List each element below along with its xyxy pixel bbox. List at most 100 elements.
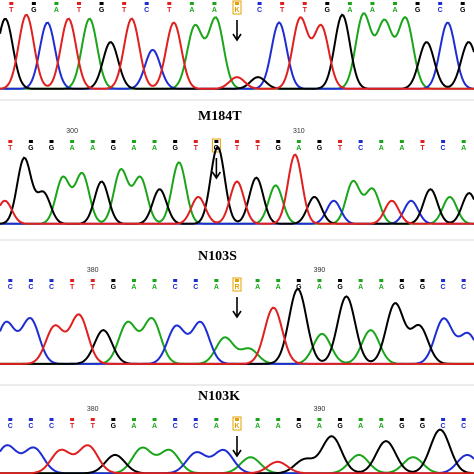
base-call-letter: A <box>317 423 322 430</box>
base-color-tick <box>173 279 178 282</box>
base-call-letter: C <box>8 423 13 430</box>
trace-A <box>0 161 474 225</box>
ambiguous-base-box <box>232 416 242 431</box>
base-call-letter: A <box>317 284 322 291</box>
base-color-tick <box>90 418 95 421</box>
base-call-letter: T <box>235 145 240 152</box>
base-color-tick <box>461 140 466 143</box>
base-color-tick <box>8 418 13 421</box>
base-color-tick <box>173 418 178 421</box>
base-call-letter: K <box>234 423 239 430</box>
base-color-tick <box>111 418 116 421</box>
sequence-position-label: 300 <box>66 128 78 135</box>
base-color-tick <box>49 418 54 421</box>
sequence-position-label: 380 <box>87 406 99 413</box>
base-color-tick <box>111 279 116 282</box>
base-call-letter: G <box>49 145 55 152</box>
base-call-letter: G <box>275 145 281 152</box>
base-color-tick <box>49 140 54 143</box>
base-color-tick <box>296 140 301 143</box>
base-color-tick <box>325 2 330 5</box>
base-call-letter: C <box>441 423 446 430</box>
base-color-tick <box>358 418 363 421</box>
base-color-tick <box>358 140 363 143</box>
base-call-letter: A <box>347 7 352 14</box>
base-color-tick <box>317 140 322 143</box>
base-call-letter: C <box>8 284 13 291</box>
base-call-letter: A <box>131 423 136 430</box>
base-color-tick <box>420 140 425 143</box>
sequence-position-label: 390 <box>314 267 326 274</box>
base-color-tick <box>441 418 446 421</box>
base-call-letter: G <box>415 7 421 14</box>
sequence-position-label: 310 <box>293 128 305 135</box>
base-color-tick <box>338 418 343 421</box>
ambiguous-base-box <box>232 0 242 15</box>
base-color-tick <box>370 2 375 5</box>
base-color-tick <box>193 279 198 282</box>
mutation-arrow-icon <box>232 20 242 42</box>
base-call-letter: A <box>152 145 157 152</box>
sequence-position-label: 380 <box>87 267 99 274</box>
base-color-tick <box>131 279 136 282</box>
base-call-letter: C <box>461 423 466 430</box>
base-call-letter: G <box>399 284 405 291</box>
base-call-letter: A <box>255 423 260 430</box>
base-call-letter: T <box>122 7 127 14</box>
base-call-letter: A <box>370 7 375 14</box>
base-color-tick <box>420 279 425 282</box>
base-color-tick <box>317 418 322 421</box>
base-call-letter: A <box>296 145 301 152</box>
base-color-tick <box>193 418 198 421</box>
base-call-letter: G <box>99 7 105 14</box>
sequence-position-label: 390 <box>314 406 326 413</box>
base-call-letter: C <box>441 145 446 152</box>
base-call-letter: T <box>91 423 96 430</box>
base-call-letter: C <box>461 284 466 291</box>
base-color-tick <box>379 140 384 143</box>
base-call-letter: A <box>131 284 136 291</box>
base-color-tick <box>214 279 219 282</box>
base-call-letter: A <box>212 7 217 14</box>
base-call-letter: G <box>111 145 117 152</box>
base-call-letter: G <box>31 7 37 14</box>
base-call-letter: T <box>167 7 172 14</box>
base-color-tick <box>235 279 239 282</box>
base-call-letter: A <box>358 284 363 291</box>
base-color-tick <box>257 2 262 5</box>
base-call-letter: C <box>257 7 262 14</box>
trace-T <box>0 153 474 225</box>
base-call-letter: G <box>337 423 343 430</box>
base-call-letter: R <box>234 284 239 291</box>
base-call-letter: T <box>280 7 285 14</box>
base-color-tick <box>111 140 116 143</box>
trace-T <box>0 13 474 90</box>
base-color-tick <box>235 2 239 5</box>
panel-title: N103K <box>198 389 240 404</box>
base-color-tick <box>193 140 198 143</box>
base-call-letter: K <box>234 7 239 14</box>
base-color-tick <box>70 279 75 282</box>
base-call-letter: G <box>420 423 426 430</box>
base-color-tick <box>338 279 343 282</box>
base-color-tick <box>415 2 420 5</box>
base-call-letter: G <box>420 284 426 291</box>
base-color-tick <box>255 418 260 421</box>
base-call-letter: G <box>337 284 343 291</box>
trace-T <box>0 306 474 365</box>
base-color-tick <box>144 2 149 5</box>
base-color-tick <box>173 140 178 143</box>
base-color-tick <box>379 418 384 421</box>
base-call-letter: T <box>9 7 14 14</box>
base-call-letter: A <box>392 7 397 14</box>
base-color-tick <box>276 279 281 282</box>
base-color-tick <box>90 279 95 282</box>
base-call-letter: A <box>214 284 219 291</box>
base-call-letter: G <box>296 284 302 291</box>
base-color-tick <box>296 279 301 282</box>
base-call-letter: C <box>49 423 54 430</box>
base-call-letter: T <box>77 7 82 14</box>
base-color-tick <box>280 2 285 5</box>
